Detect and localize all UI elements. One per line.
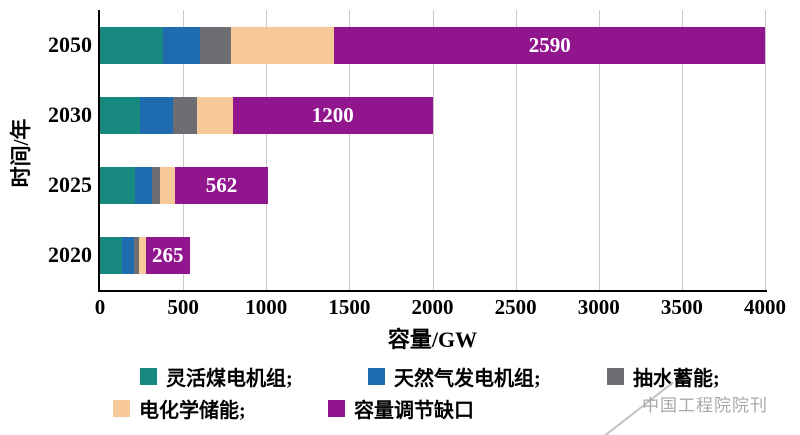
legend-label: 容量调节缺口 [354,400,474,422]
legend-swatch [607,368,624,385]
bar-segment-electrochemical-storage [159,166,175,204]
legend-item: 抽水蓄能; [607,362,720,391]
gridline [266,10,268,290]
bar-segment-electrochemical-storage [139,236,146,274]
x-tick-label: 3500 [660,295,703,319]
bar-segment-flexible-coal [100,236,122,274]
y-axis-line [98,10,100,292]
bar-segment-capacity-gap-labeled: 1200 [233,96,433,134]
legend-item: 容量调节缺口 [328,394,474,423]
bar-segment-pumped-storage [199,26,232,64]
legend-label: 电化学储能; [139,400,246,422]
legend-swatch [113,400,130,417]
bar-segment-natural-gas [163,26,200,64]
x-tick-label: 1500 [328,295,371,319]
x-axis-title: 容量/GW [387,327,478,352]
legend-label: 天然气发电机组; [394,368,541,390]
legend-swatch [328,400,345,417]
bar-segment-electrochemical-storage [197,96,233,134]
legend-swatch [140,368,157,385]
x-tick-label: 4000 [744,295,786,319]
bar-segment-flexible-coal [100,26,164,64]
y-tick-label: 2050 [48,32,92,57]
gridline [515,10,517,290]
gridline [349,10,351,290]
legend-item: 电化学储能; [113,394,246,423]
legend-item: 灵活煤电机组; [140,362,293,391]
gridline [432,10,434,290]
x-tick-label: 3000 [577,295,620,319]
y-tick-label: 2025 [48,172,92,197]
gridline [183,10,185,290]
legend: 灵活煤电机组; 天然气发电机组; 抽水蓄能; 电化学储能; 容量调节缺口 [0,360,800,430]
bar-segment-flexible-coal [100,166,135,204]
x-tick-label: 2500 [494,295,537,319]
bar-segment-pumped-storage [173,96,198,134]
bar-segment-capacity-gap-labeled: 265 [145,236,190,274]
gridline [598,10,600,290]
gridline [681,10,683,290]
bar-segment-natural-gas [139,96,174,134]
watermark: 中国工程院院刊 [642,396,768,415]
x-tick-label: 0 [94,295,106,319]
bar-segment-natural-gas [134,166,152,204]
x-tick-label: 1000 [245,295,288,319]
legend-swatch [368,368,385,385]
bar-segment-natural-gas [121,236,135,274]
gridline [765,10,766,290]
bar-segment-capacity-gap-labeled: 2590 [334,26,765,64]
legend-item: 天然气发电机组; [368,362,541,391]
legend-label: 灵活煤电机组; [166,368,293,390]
bar-segment-capacity-gap-labeled: 562 [174,166,269,204]
y-tick-label: 2020 [48,242,92,267]
y-tick-label: 2030 [48,102,92,127]
x-axis-line [98,290,767,292]
legend-label: 抽水蓄能; [633,368,720,390]
bar-segment-pumped-storage [134,236,140,274]
x-tick-label: 500 [167,295,199,319]
bar-segment-flexible-coal [100,96,140,134]
plot-area: 2590 1200 562 265 [100,10,766,290]
bar-segment-pumped-storage [151,166,160,204]
x-tick-label: 2000 [411,295,454,319]
bar-segment-electrochemical-storage [231,26,335,64]
